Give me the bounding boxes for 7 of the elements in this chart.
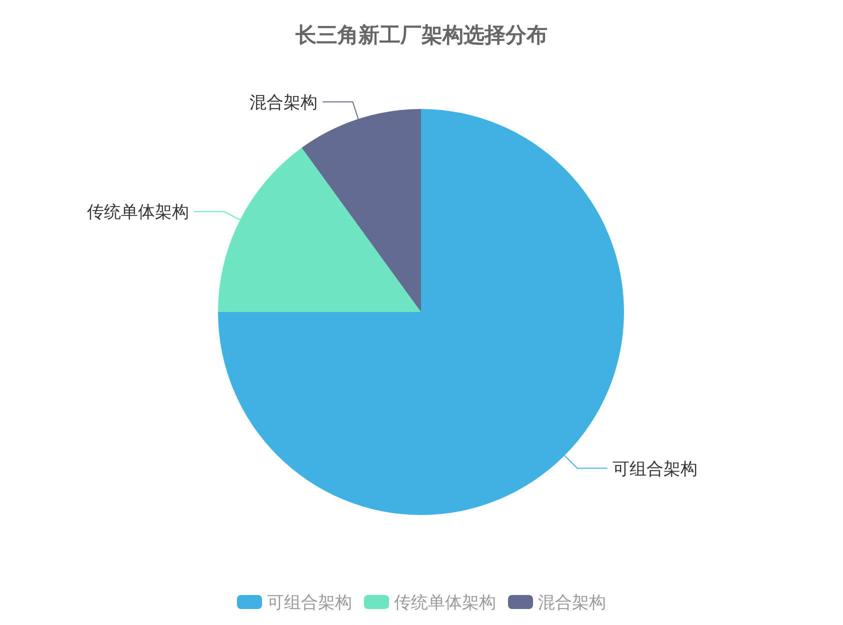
slice-label: 混合架构: [250, 92, 318, 113]
legend-label: 传统单体架构: [394, 593, 496, 613]
slice-label: 可组合架构: [612, 459, 698, 480]
chart-title: 长三角新工厂架构选择分布: [294, 23, 548, 47]
legend-label: 可组合架构: [267, 593, 352, 613]
slice-label: 传统单体架构: [87, 202, 190, 223]
legend-label: 混合架构: [538, 593, 606, 613]
